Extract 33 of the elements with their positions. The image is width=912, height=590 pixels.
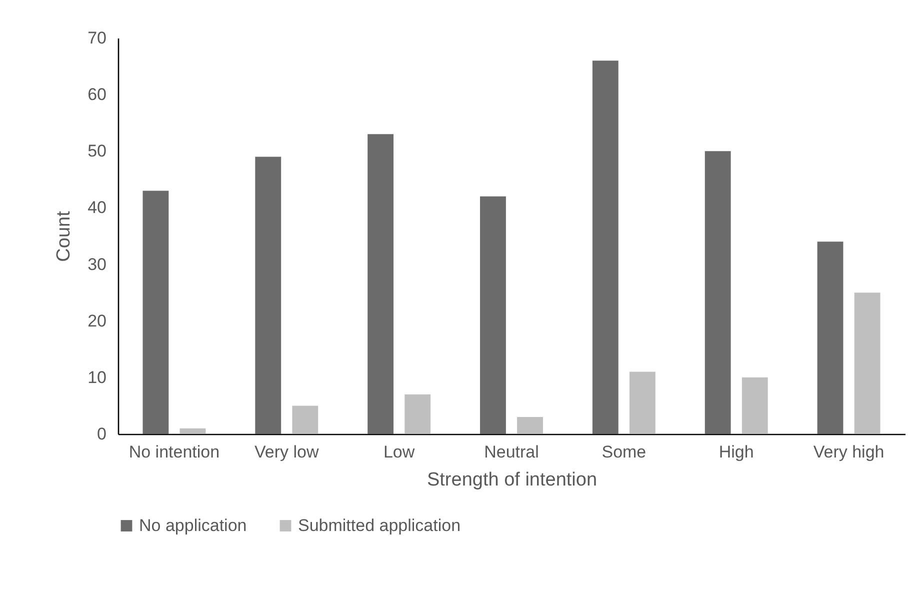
x-tick-label: No intention	[128, 442, 220, 462]
bar	[742, 377, 768, 434]
x-tick-label: High	[718, 442, 754, 462]
bar	[180, 428, 206, 434]
y-tick-label: 10	[88, 368, 106, 387]
y-tick-label: 50	[88, 142, 106, 161]
bar	[629, 372, 656, 434]
bar	[592, 60, 618, 434]
bar	[368, 134, 394, 434]
x-tick-label: Very high	[813, 442, 884, 462]
bar	[480, 196, 506, 434]
y-tick-label: 60	[88, 85, 106, 104]
legend-label: No application	[139, 516, 247, 535]
bar	[854, 292, 880, 434]
bar	[704, 151, 731, 434]
x-tick-label: Very low	[254, 442, 320, 462]
x-axis-title: Strength of intention	[426, 470, 598, 490]
bar	[517, 417, 543, 434]
x-tick-label: Low	[383, 442, 416, 462]
bar	[255, 156, 282, 434]
bar	[404, 394, 431, 434]
y-tick-label: 70	[88, 28, 106, 48]
y-tick-label: 30	[88, 254, 106, 274]
y-axis-title: Count	[54, 210, 75, 262]
y-tick-label: 20	[88, 311, 106, 330]
y-tick-label: 40	[88, 198, 106, 218]
bar	[292, 406, 318, 434]
x-tick-label: Some	[602, 442, 646, 462]
bar	[142, 190, 169, 434]
x-tick-label: Neutral	[484, 442, 539, 462]
legend-label: Submitted application	[298, 516, 461, 535]
y-tick-label: 0	[97, 424, 106, 444]
bar	[817, 242, 844, 434]
